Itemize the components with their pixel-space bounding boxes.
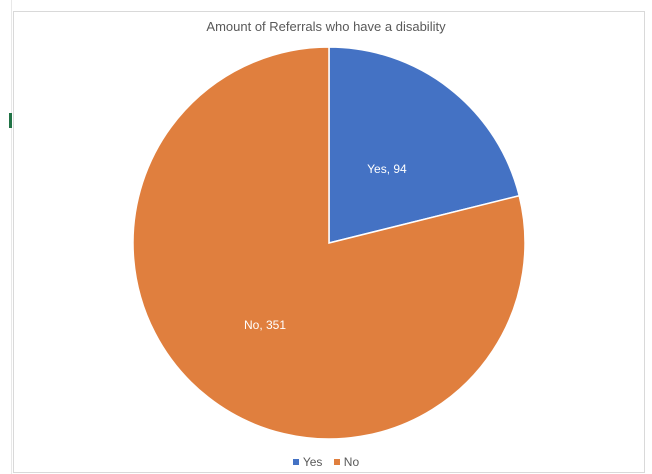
sheet-selection-marker: [9, 113, 12, 128]
legend-item-yes: Yes: [292, 455, 323, 469]
pie-slice-no[interactable]: [132, 46, 526, 440]
chart-title: Amount of Referrals who have a disabilit…: [206, 19, 446, 34]
legend-swatch-yes: [292, 458, 299, 465]
sheet-edge-line: [11, 0, 12, 474]
data-label-no: No, 351: [244, 318, 286, 332]
pie-slice-yes[interactable]: [328, 46, 521, 244]
legend-swatch-no: [333, 458, 340, 465]
data-label-yes: Yes, 94: [367, 162, 407, 176]
chart-legend: Yes No: [0, 455, 652, 469]
legend-label-yes: Yes: [302, 455, 323, 469]
legend-label-no: No: [343, 455, 360, 469]
legend-item-no: No: [333, 455, 360, 469]
